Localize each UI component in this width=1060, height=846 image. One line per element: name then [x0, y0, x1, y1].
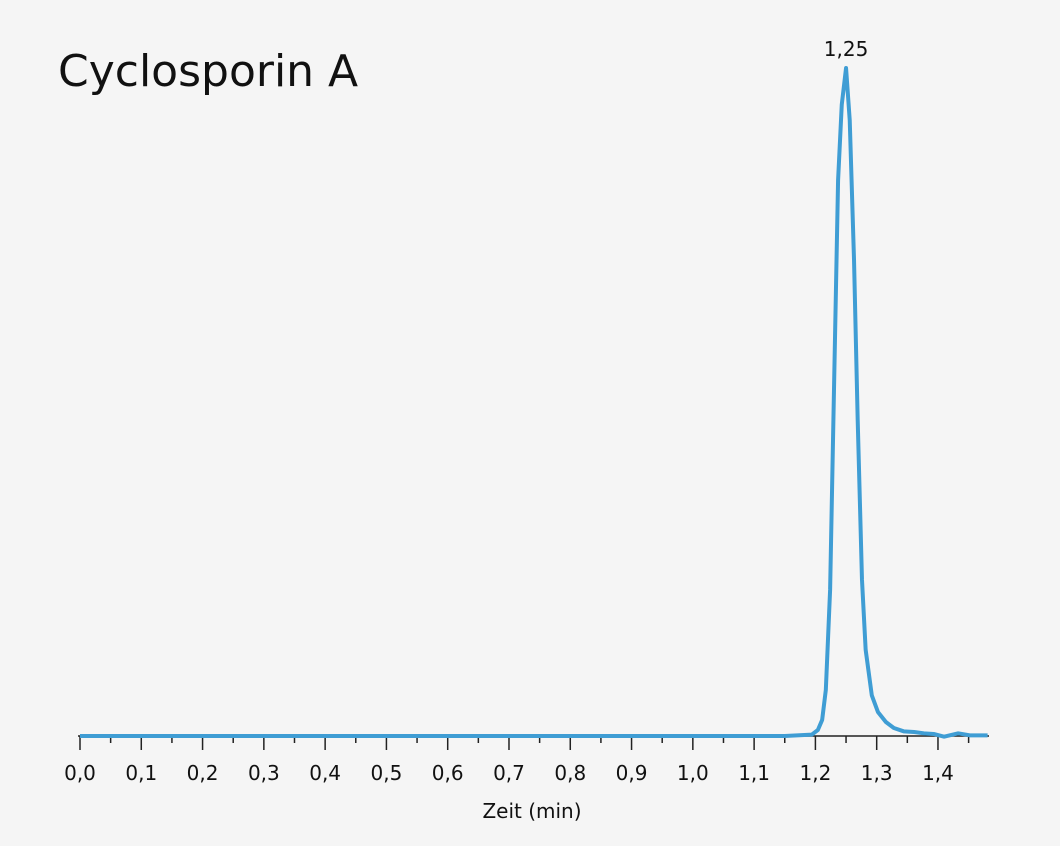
- x-tick-label: 1,1: [738, 761, 770, 785]
- x-tick-label: 0,1: [125, 761, 157, 785]
- x-tick-label: 0,2: [187, 761, 219, 785]
- x-tick-label: 0,0: [64, 761, 96, 785]
- peak-label: 1,25: [824, 37, 869, 61]
- x-tick-label: 1,3: [861, 761, 893, 785]
- x-tick-label: 0,5: [371, 761, 403, 785]
- x-tick-label: 1,2: [799, 761, 831, 785]
- x-tick-label: 0,7: [493, 761, 525, 785]
- x-tick-label: 0,9: [616, 761, 648, 785]
- x-tick-label: 1,0: [677, 761, 709, 785]
- x-tick-label: 0,6: [432, 761, 464, 785]
- x-tick-label: 0,4: [309, 761, 341, 785]
- x-tick-label: 1,4: [922, 761, 954, 785]
- x-tick-label: 0,8: [554, 761, 586, 785]
- x-axis-label: Zeit (min): [482, 799, 581, 823]
- chromatogram-line: [80, 66, 988, 739]
- chart-title: Cyclosporin A: [58, 46, 358, 97]
- x-tick-label: 0,3: [248, 761, 280, 785]
